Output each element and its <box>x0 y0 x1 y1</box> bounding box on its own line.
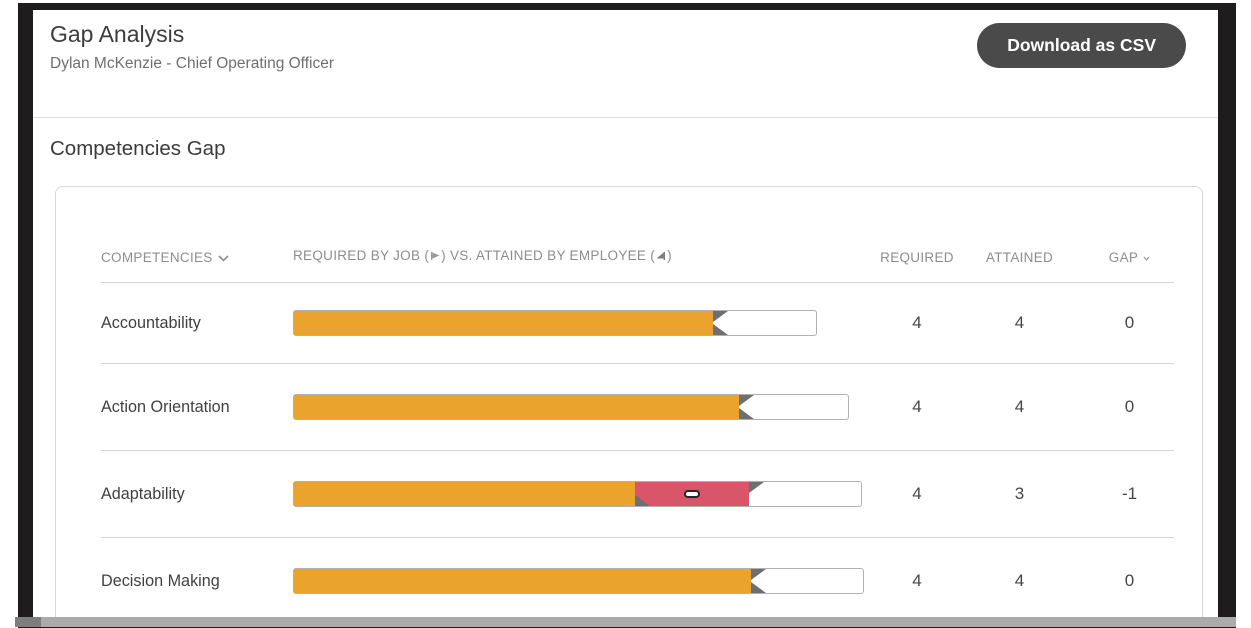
attained-value: 4 <box>1014 397 1025 416</box>
gap-value: 0 <box>1124 571 1135 590</box>
required-flag-icon <box>429 250 441 265</box>
column-header-competencies[interactable]: COMPETENCIES <box>101 250 293 265</box>
gap-value: 0 <box>1124 313 1135 332</box>
required-marker-icon <box>751 569 766 580</box>
gap-bar <box>293 394 849 420</box>
required-value: 4 <box>912 571 922 590</box>
page-subtitle: Dylan McKenzie - Chief Operating Officer <box>50 55 334 72</box>
column-header-bar-legend: REQUIRED BY JOB () VS. ATTAINED BY EMPLO… <box>293 248 672 265</box>
page: Gap Analysis Dylan McKenzie - Chief Oper… <box>33 10 1218 627</box>
chevron-down-icon <box>218 250 229 265</box>
header-divider <box>33 117 1218 118</box>
attained-marker-icon <box>751 582 766 593</box>
table-row: Accountability 4 4 0 <box>101 283 1182 363</box>
required-marker-icon <box>713 311 728 322</box>
column-header-gap[interactable]: GAP <box>1077 250 1182 265</box>
competency-name: Adaptability <box>101 484 185 503</box>
required-value: 4 <box>912 313 922 332</box>
row-divider <box>101 363 1174 364</box>
required-marker-icon <box>749 482 764 493</box>
horizontal-scrollbar[interactable] <box>15 617 1236 627</box>
attained-marker-icon <box>739 408 754 419</box>
attained-value: 4 <box>1014 571 1025 590</box>
page-title: Gap Analysis <box>50 21 185 47</box>
horizontal-scrollbar-thumb[interactable] <box>15 617 41 627</box>
competency-name: Action Orientation <box>101 397 230 416</box>
gap-bar <box>293 568 864 594</box>
gap-sort-chevron-icon <box>1143 250 1150 265</box>
header-underline <box>101 282 1174 283</box>
required-value: 4 <box>912 484 922 503</box>
competencies-gap-card: COMPETENCIES REQUIRED BY JOB () VS. ATTA… <box>55 186 1203 627</box>
column-header-attained: ATTAINED <box>985 250 1054 265</box>
table-row: Action Orientation 4 4 0 <box>101 364 1182 450</box>
minus-gap-badge <box>684 490 700 498</box>
attained-flag-icon <box>655 250 667 265</box>
attained-bar-segment <box>294 395 739 419</box>
gap-value: -1 <box>1121 484 1138 503</box>
table-row: Adaptability 4 3 -1 <box>101 451 1182 537</box>
competency-name: Accountability <box>101 313 201 332</box>
gap-bar-segment <box>635 482 749 506</box>
required-value: 4 <box>912 397 922 416</box>
column-header-required: REQUIRED <box>880 250 954 265</box>
table-header-row: COMPETENCIES REQUIRED BY JOB () VS. ATTA… <box>101 187 1182 282</box>
row-divider <box>101 537 1174 538</box>
attained-bar-segment <box>294 569 751 593</box>
attained-bar-segment <box>294 311 713 335</box>
attained-value: 3 <box>1014 484 1025 503</box>
gap-value: 0 <box>1124 397 1135 416</box>
download-csv-button[interactable]: Download as CSV <box>977 23 1186 68</box>
competency-name: Decision Making <box>101 571 220 590</box>
attained-marker-icon <box>713 324 728 335</box>
gap-bar <box>293 481 862 507</box>
required-marker-icon <box>739 395 754 406</box>
attained-value: 4 <box>1014 313 1025 332</box>
attained-marker-icon <box>635 495 650 506</box>
table-body: Accountability 4 4 0 Action Orientation … <box>101 283 1182 624</box>
gap-bar <box>293 310 817 336</box>
section-heading: Competencies Gap <box>50 137 226 160</box>
row-divider <box>101 450 1174 451</box>
table-row: Decision Making 4 4 0 <box>101 538 1182 624</box>
attained-bar-segment <box>294 482 635 506</box>
